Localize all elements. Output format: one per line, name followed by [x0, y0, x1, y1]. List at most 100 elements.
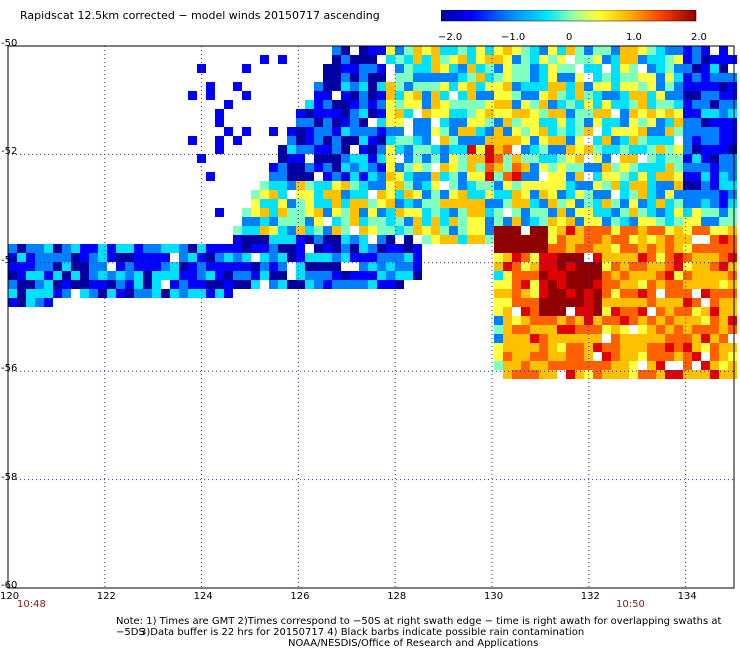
- x-tick-label: 124: [193, 591, 213, 602]
- wind-cell: [485, 100, 494, 109]
- wind-cell: [539, 100, 548, 109]
- wind-cell: [377, 172, 386, 181]
- wind-cell: [296, 217, 305, 226]
- wind-cell: [512, 208, 521, 217]
- wind-cell: [701, 226, 710, 235]
- wind-cell: [548, 253, 557, 262]
- wind-cell: [503, 136, 512, 145]
- wind-cell: [575, 55, 584, 64]
- wind-cell: [629, 154, 638, 163]
- wind-cell: [35, 253, 44, 262]
- wind-cell: [620, 280, 629, 289]
- wind-cell: [386, 271, 395, 280]
- wind-cell: [710, 181, 719, 190]
- wind-cell: [656, 190, 665, 199]
- wind-cell: [422, 154, 431, 163]
- wind-cell: [674, 370, 683, 379]
- wind-cell: [530, 262, 539, 271]
- wind-cell: [305, 127, 314, 136]
- wind-cell: [35, 262, 44, 271]
- wind-cell: [611, 343, 620, 352]
- wind-cell: [539, 109, 548, 118]
- wind-cell: [665, 235, 674, 244]
- wind-cell: [350, 82, 359, 91]
- wind-cell: [215, 208, 224, 217]
- wind-cell: [683, 82, 692, 91]
- wind-cell: [350, 100, 359, 109]
- wind-cell: [341, 145, 350, 154]
- wind-cell: [674, 73, 683, 82]
- wind-cell: [467, 145, 476, 154]
- wind-cell: [728, 271, 737, 280]
- wind-cell: [674, 64, 683, 73]
- wind-cell: [62, 262, 71, 271]
- wind-cell: [494, 253, 503, 262]
- wind-cell: [395, 280, 404, 289]
- wind-cell: [368, 163, 377, 172]
- wind-cell: [575, 334, 584, 343]
- wind-cell: [458, 154, 467, 163]
- wind-cell: [287, 235, 296, 244]
- wind-cell: [512, 262, 521, 271]
- wind-cell: [566, 325, 575, 334]
- wind-cell: [269, 217, 278, 226]
- wind-cell: [521, 352, 530, 361]
- wind-cell: [683, 334, 692, 343]
- wind-cell: [512, 136, 521, 145]
- wind-cell: [476, 136, 485, 145]
- wind-cell: [503, 289, 512, 298]
- wind-cell: [710, 298, 719, 307]
- wind-cell: [377, 280, 386, 289]
- wind-cell: [593, 55, 602, 64]
- wind-cell: [683, 181, 692, 190]
- wind-cell: [404, 163, 413, 172]
- wind-cell: [692, 226, 701, 235]
- wind-cell: [728, 361, 737, 370]
- wind-cell: [305, 280, 314, 289]
- wind-cell: [593, 262, 602, 271]
- wind-cell: [719, 82, 728, 91]
- wind-cell: [494, 64, 503, 73]
- wind-cell: [683, 199, 692, 208]
- wind-cell: [485, 235, 494, 244]
- wind-cell: [431, 217, 440, 226]
- wind-cell: [494, 280, 503, 289]
- wind-cell: [377, 208, 386, 217]
- wind-cell: [503, 154, 512, 163]
- wind-cell: [530, 46, 539, 55]
- wind-cell: [341, 244, 350, 253]
- wind-cell: [395, 208, 404, 217]
- wind-cell: [656, 208, 665, 217]
- wind-cell: [485, 199, 494, 208]
- wind-cell: [602, 82, 611, 91]
- wind-cell: [62, 271, 71, 280]
- wind-cell: [638, 235, 647, 244]
- wind-cell: [449, 172, 458, 181]
- wind-cell: [350, 280, 359, 289]
- wind-cell: [665, 82, 674, 91]
- wind-cell: [386, 82, 395, 91]
- wind-cell: [575, 154, 584, 163]
- wind-cell: [512, 361, 521, 370]
- wind-cell: [62, 244, 71, 253]
- wind-cell: [332, 172, 341, 181]
- wind-cell: [323, 235, 332, 244]
- wind-cell: [503, 334, 512, 343]
- wind-cell: [449, 118, 458, 127]
- wind-cell: [431, 145, 440, 154]
- wind-cell: [611, 262, 620, 271]
- wind-cell: [728, 289, 737, 298]
- wind-cell: [377, 73, 386, 82]
- wind-cell: [359, 46, 368, 55]
- wind-cell: [404, 145, 413, 154]
- wind-cell: [341, 136, 350, 145]
- wind-cell: [692, 82, 701, 91]
- wind-cell: [710, 163, 719, 172]
- map-grid: [8, 46, 734, 588]
- wind-cell: [269, 172, 278, 181]
- wind-cell: [647, 334, 656, 343]
- wind-cell: [629, 217, 638, 226]
- wind-cell: [629, 46, 638, 55]
- wind-cell: [413, 46, 422, 55]
- wind-cell: [449, 181, 458, 190]
